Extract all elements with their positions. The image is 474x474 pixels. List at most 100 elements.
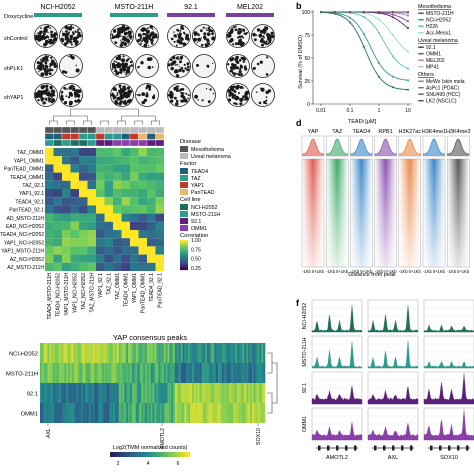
heatmap-cell	[45, 363, 48, 383]
heatmap-cell	[186, 403, 189, 423]
heatmap-cell	[180, 343, 183, 363]
gene-model: AMOTL2	[316, 445, 358, 461]
data-point	[349, 16, 351, 19]
legend-swatch	[180, 204, 188, 210]
heatmap-cell	[45, 383, 48, 403]
plate	[135, 83, 159, 107]
heatmap-cell	[70, 363, 73, 383]
panel-c: TAZ_OMM1YAP1_OMM1PanTEAD_OMM1TEAD4_OMM1T…	[0, 108, 231, 320]
heatmap-cell	[193, 343, 196, 363]
heatmap-cell	[73, 343, 76, 363]
row-label: AD_MSTO-211H	[7, 216, 45, 222]
heatmap-cell	[87, 180, 96, 189]
heatmap-cell	[191, 363, 195, 383]
gene-label: SOX10	[440, 455, 458, 461]
heatmap-cell	[240, 403, 243, 423]
heatmap-cell	[233, 343, 236, 363]
heatmap-cell	[130, 230, 139, 239]
heatmap-cell	[104, 213, 113, 222]
heatmap-cell	[70, 189, 79, 198]
heatmap-cell	[96, 403, 99, 423]
heatmap-cell	[188, 363, 191, 383]
heatmap-cell	[88, 363, 91, 383]
heatmap-cell	[171, 343, 174, 363]
heatmap-cell	[242, 363, 245, 383]
heatmap-cell	[205, 343, 208, 363]
heatmap-cell	[130, 213, 139, 222]
data-point	[378, 62, 380, 64]
heatmap-cell	[87, 262, 96, 271]
heatmap-cell	[43, 343, 46, 363]
heatmap-cell	[139, 363, 142, 383]
heatmap-cell	[155, 172, 164, 181]
plate	[110, 24, 134, 48]
heatmap-cell	[130, 189, 139, 198]
heatmap-cell	[104, 246, 113, 255]
heatmap-cell	[218, 403, 221, 423]
heatmap-cell	[173, 403, 176, 423]
heatmap-cell	[248, 383, 251, 403]
heatmap-cell	[126, 363, 129, 383]
heatmap-cell	[113, 148, 122, 157]
heatmap-cell	[143, 403, 146, 423]
heatmap-cell	[121, 189, 130, 198]
heatmap-cell	[199, 363, 202, 383]
heatmap-cell	[203, 403, 206, 423]
heatmap-cell	[227, 363, 230, 383]
heatmap-cell	[138, 172, 147, 181]
heatmap-cell	[193, 363, 196, 383]
heatmap-cell	[87, 164, 96, 173]
heatmap-cell	[111, 343, 114, 363]
gene-label: AMOTL2	[160, 428, 166, 449]
heatmap-cell	[206, 403, 210, 423]
heatmap-cell	[90, 383, 93, 403]
heatmap-cell	[113, 213, 122, 222]
legend-item: AsPc1 (PDAC)	[426, 86, 459, 92]
heatmap-cell	[96, 254, 105, 263]
heatmap-cell	[146, 383, 150, 403]
heatmap-cell	[56, 343, 60, 363]
heatmap-cell	[111, 363, 114, 383]
heatmap-cell	[79, 343, 82, 363]
gene-model: AXL	[372, 445, 414, 461]
plate	[192, 54, 216, 78]
heatmap-cell	[130, 205, 139, 214]
legend-item: OMM1	[426, 52, 441, 58]
heatmap-cell	[220, 403, 223, 423]
heatmap-cell	[190, 403, 193, 423]
heatmap-cell	[49, 403, 52, 423]
heatmap-cell	[250, 383, 253, 403]
column-label: YAP1_MSTO-211H	[64, 273, 70, 316]
heatmap-cell	[62, 343, 65, 363]
heatmap-cell	[253, 383, 256, 403]
heatmap-cell	[85, 383, 88, 403]
heatmap-cell	[53, 205, 62, 214]
heatmap-cell	[212, 383, 215, 403]
heatmap-cell	[193, 383, 196, 403]
heatmap-cell	[81, 363, 84, 383]
x-tick-label: -1Kb	[326, 269, 336, 274]
heatmap-cell	[146, 403, 150, 423]
heatmap-cell	[96, 213, 105, 222]
heatmap-cell	[210, 363, 213, 383]
heatmap-cell	[206, 343, 210, 363]
heatmap-cell	[70, 172, 79, 181]
heatmap-cell	[176, 383, 180, 403]
heatmap-cell	[235, 343, 238, 363]
heatmap-cell	[141, 383, 144, 403]
heatmap-cell	[214, 403, 217, 423]
heatmap-cell	[98, 363, 101, 383]
data-point	[378, 75, 380, 78]
heatmap-cell	[131, 383, 135, 403]
heatmap-cell	[138, 180, 147, 189]
heatmap-cell	[53, 156, 62, 165]
heatmap-cell	[143, 383, 146, 403]
colorbar: 2 4 6 Log2(TMM normalized counts)	[110, 445, 191, 467]
heatmap-cell	[210, 403, 213, 423]
heatmap-cell	[103, 343, 106, 363]
heatmap-cell	[87, 156, 96, 165]
plate	[226, 24, 250, 48]
heatmap-cell	[244, 343, 247, 363]
heatmap-cell	[154, 403, 157, 423]
heatmap-cell	[87, 238, 96, 247]
